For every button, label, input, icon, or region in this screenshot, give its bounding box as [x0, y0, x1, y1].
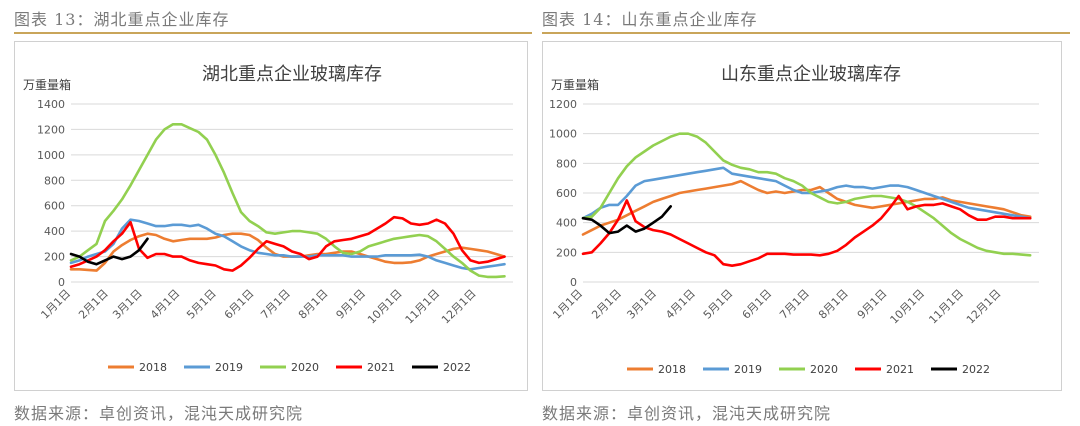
y-tick-label: 0 [570, 276, 577, 289]
series-line-2019 [69, 218, 506, 271]
x-tick-label: 9月1日 [855, 287, 890, 322]
x-tick-label: 2月1日 [76, 287, 111, 322]
y-tick-label: 0 [58, 276, 65, 289]
legend-label-2020: 2020 [291, 361, 319, 374]
x-tick-label: 12月1日 [964, 287, 1004, 327]
y-axis-label: 万重量箱 [551, 77, 599, 92]
x-tick-label: 4月1日 [663, 287, 698, 322]
x-tick-label: 1月1日 [550, 287, 585, 322]
y-tick-label: 600 [44, 200, 65, 213]
x-tick-label: 1月1日 [38, 287, 73, 322]
series-line-2021 [69, 215, 506, 272]
legend-label-2020: 2020 [810, 363, 838, 376]
x-tick-label: 11月1日 [403, 287, 443, 327]
legend-label-2021: 2021 [886, 363, 914, 376]
source-note-left: 数据来源：卓创资讯，混沌天成研究院 [14, 404, 304, 423]
y-tick-label: 600 [556, 187, 577, 200]
x-tick-label: 2月1日 [589, 287, 624, 322]
source-note-right: 数据来源：卓创资讯，混沌天成研究院 [542, 404, 832, 423]
x-tick-label: 10月1日 [888, 287, 928, 327]
x-tick-label: 6月1日 [740, 287, 775, 322]
x-tick-label: 5月1日 [701, 287, 736, 322]
x-tick-label: 7月1日 [777, 287, 812, 322]
legend-label-2022: 2022 [962, 363, 990, 376]
legend-label-2018: 2018 [658, 363, 686, 376]
legend-label-2019: 2019 [215, 361, 243, 374]
chart-title: 山东重点企业玻璃库存 [721, 64, 901, 85]
x-tick-label: 9月1日 [334, 287, 369, 322]
y-tick-label: 800 [44, 174, 65, 187]
y-tick-label: 1000 [549, 128, 577, 141]
y-tick-label: 1400 [37, 98, 65, 111]
x-tick-label: 5月1日 [184, 287, 219, 322]
chart-title: 湖北重点企业玻璃库存 [202, 64, 382, 85]
x-tick-label: 12月1日 [439, 287, 479, 327]
caption-rule-left [14, 32, 532, 34]
y-axis-label: 万重量箱 [23, 77, 71, 92]
x-tick-label: 8月1日 [296, 287, 331, 322]
y-tick-label: 1200 [37, 123, 65, 136]
y-tick-label: 1000 [37, 149, 65, 162]
series-line-2020 [581, 132, 1032, 257]
x-tick-label: 6月1日 [222, 287, 257, 322]
x-tick-label: 8月1日 [816, 287, 851, 322]
x-tick-label: 3月1日 [624, 287, 659, 322]
y-tick-label: 1200 [549, 98, 577, 111]
x-tick-label: 3月1日 [110, 287, 145, 322]
series-line-2022 [69, 237, 149, 266]
figure-caption-left: 图表 13：湖北重点企业库存 [14, 10, 230, 29]
figure-caption-right: 图表 14：山东重点企业库存 [542, 10, 758, 29]
series-line-2022 [581, 205, 672, 235]
caption-rule-right [542, 32, 1070, 34]
x-tick-label: 7月1日 [258, 287, 293, 322]
y-tick-label: 200 [556, 246, 577, 259]
legend-label-2022: 2022 [443, 361, 471, 374]
series-line-2019 [581, 166, 1032, 220]
x-tick-label: 11月1日 [926, 287, 966, 327]
legend-label-2019: 2019 [734, 363, 762, 376]
y-tick-label: 200 [44, 251, 65, 264]
y-tick-label: 400 [556, 217, 577, 230]
y-tick-label: 400 [44, 225, 65, 238]
chart-panel-left: 湖北重点企业玻璃库存万重量箱 0 200 400 600 800 1000 1200 1400 1… [14, 41, 528, 391]
x-tick-label: 4月1日 [148, 287, 183, 322]
legend-label-2018: 2018 [139, 361, 167, 374]
legend-label-2021: 2021 [367, 361, 395, 374]
x-tick-label: 10月1日 [365, 287, 405, 327]
chart-panel-right: 山东重点企业玻璃库存 万重量箱 0 200 400 600 800 1000 1200 1月1日 2… [542, 41, 1062, 391]
series-line-2021 [581, 194, 1032, 267]
y-tick-label: 800 [556, 157, 577, 170]
series-line-2020 [69, 123, 506, 279]
